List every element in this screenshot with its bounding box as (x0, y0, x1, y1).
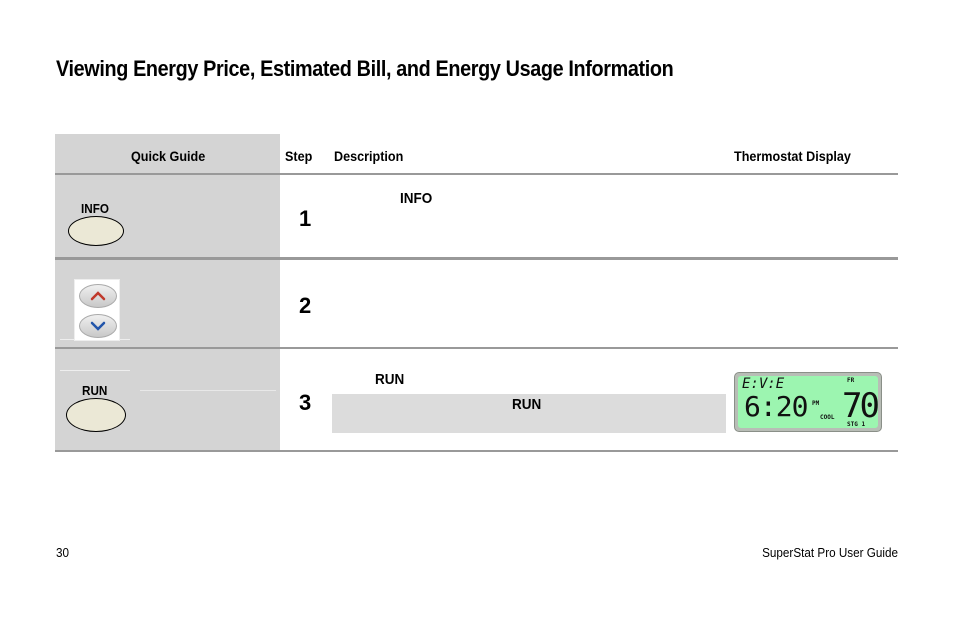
run-button-label: RUN (82, 383, 108, 398)
divider (140, 390, 276, 391)
row-divider (55, 173, 898, 175)
thermostat-lcd: E:V:E 6:20 PM 70 FR COOL STG 1 (734, 372, 882, 432)
step-number: 3 (299, 390, 312, 415)
chevron-up-icon (90, 291, 106, 301)
description-keyword: INFO (400, 190, 433, 207)
lcd-time: 6:20 (744, 390, 808, 423)
step-number: 2 (299, 293, 312, 318)
lcd-temperature: 70 (842, 386, 880, 426)
down-button[interactable] (79, 314, 117, 338)
lcd-ampm: PM (812, 400, 820, 407)
info-button-label: INFO (81, 201, 109, 216)
description-keyword: RUN (375, 371, 405, 388)
up-button[interactable] (79, 284, 117, 308)
note-keyword: RUN (512, 396, 542, 413)
note-box: RUN (332, 394, 726, 433)
arrow-button-panel (74, 279, 120, 341)
lcd-stage: STG 1 (847, 421, 866, 428)
header-description: Description (334, 148, 404, 164)
row-divider (55, 347, 898, 349)
run-button[interactable] (66, 398, 126, 432)
lcd-screen: E:V:E 6:20 PM 70 FR COOL STG 1 (738, 376, 880, 428)
header-step: Step (285, 148, 313, 164)
header-thermostat-display: Thermostat Display (734, 148, 851, 164)
header-quick-guide: Quick Guide (131, 148, 206, 164)
step-number: 1 (299, 206, 312, 231)
lcd-day: FR (847, 377, 855, 384)
divider (60, 370, 130, 371)
page-number: 30 (56, 545, 70, 560)
lcd-period: E:V:E (742, 376, 785, 392)
chevron-down-icon (90, 321, 106, 331)
page-title: Viewing Energy Price, Estimated Bill, an… (56, 56, 674, 81)
lcd-mode: COOL (820, 414, 835, 421)
row-divider (55, 257, 898, 260)
info-button[interactable] (68, 216, 124, 246)
footer-guide-name: SuperStat Pro User Guide (762, 545, 898, 560)
row-divider (55, 450, 898, 452)
